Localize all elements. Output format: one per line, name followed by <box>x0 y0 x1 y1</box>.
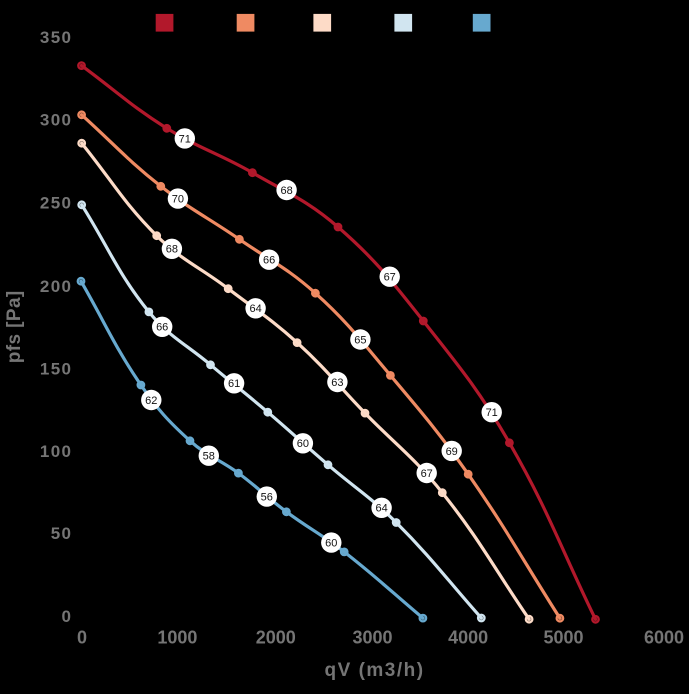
svg-text:4000: 4000 <box>448 628 488 648</box>
svg-text:0: 0 <box>77 628 87 648</box>
svg-text:71: 71 <box>486 407 498 419</box>
svg-text:71: 71 <box>179 133 191 145</box>
svg-text:64: 64 <box>375 503 387 515</box>
svg-text:66: 66 <box>156 322 168 334</box>
svg-text:63: 63 <box>331 377 343 389</box>
svg-text:300: 300 <box>40 111 72 130</box>
svg-text:1000: 1000 <box>157 628 197 648</box>
svg-text:70: 70 <box>172 194 184 206</box>
svg-text:250: 250 <box>40 194 72 213</box>
svg-text:62: 62 <box>145 395 157 407</box>
svg-text:68: 68 <box>280 185 292 197</box>
svg-text:pfs [Pa]: pfs [Pa] <box>4 290 25 363</box>
svg-text:65: 65 <box>354 334 366 346</box>
svg-text:0: 0 <box>62 607 73 626</box>
svg-text:64: 64 <box>249 303 261 315</box>
svg-text:66: 66 <box>263 255 275 267</box>
svg-text:50: 50 <box>51 524 73 543</box>
svg-text:100: 100 <box>40 442 72 461</box>
svg-text:150: 150 <box>40 360 72 379</box>
svg-text:6000: 6000 <box>644 628 684 648</box>
svg-text:67: 67 <box>384 272 396 284</box>
svg-text:61: 61 <box>228 378 240 390</box>
svg-text:56: 56 <box>261 492 273 504</box>
svg-text:60: 60 <box>325 538 337 550</box>
svg-text:200: 200 <box>40 277 72 296</box>
svg-text:qV (m3/h): qV (m3/h) <box>325 660 425 681</box>
svg-text:3000: 3000 <box>352 628 392 648</box>
svg-text:2000: 2000 <box>256 628 296 648</box>
svg-text:5000: 5000 <box>543 628 583 648</box>
svg-text:68: 68 <box>166 244 178 256</box>
svg-text:67: 67 <box>421 468 433 480</box>
svg-text:69: 69 <box>446 446 458 458</box>
svg-text:350: 350 <box>40 28 72 47</box>
svg-text:58: 58 <box>203 451 215 463</box>
svg-text:60: 60 <box>297 438 309 450</box>
